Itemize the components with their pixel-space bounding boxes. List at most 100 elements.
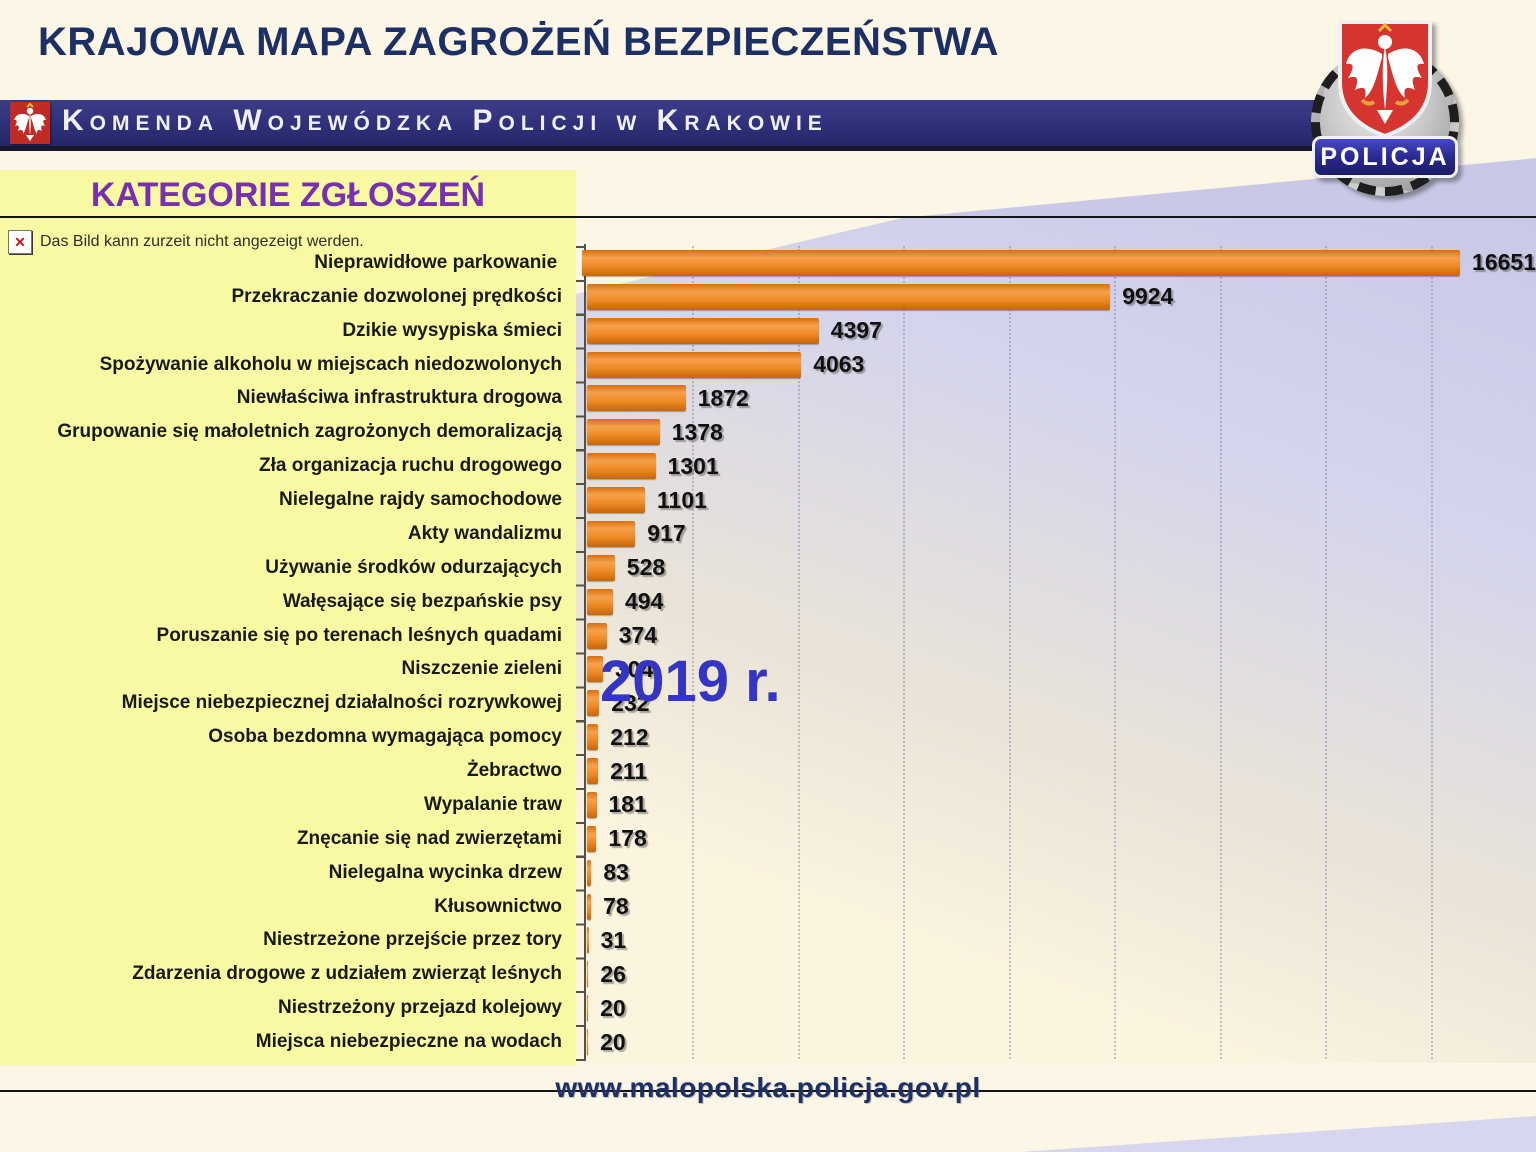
- bar-zone: 83: [587, 859, 629, 886]
- page-title: KRAJOWA MAPA ZAGROŻEŃ BEZPIECZEŃSTWA: [38, 20, 999, 64]
- axis-line: [584, 244, 586, 1061]
- chart-row: Nielegalne rajdy samochodowe 1101: [0, 483, 1536, 517]
- value-label: 1301: [667, 452, 719, 479]
- badge-eagle-shield-icon: [1334, 18, 1436, 140]
- broken-image-text: Das Bild kann zurzeit nicht angezeigt we…: [40, 233, 364, 250]
- value-label: 78: [603, 893, 629, 920]
- bar: [587, 961, 589, 988]
- bar: [587, 385, 686, 412]
- category-label: Przekraczanie dozwolonej prędkości: [231, 285, 563, 307]
- heading-underline: [0, 216, 1536, 218]
- gridline: [1219, 246, 1222, 1059]
- gridline: [903, 246, 906, 1059]
- bar: [587, 351, 802, 378]
- value-label: 83: [603, 859, 629, 886]
- chart-row: Niszczenie zieleni 304: [0, 653, 1536, 687]
- chart-row: Niestrzeżony przejazd kolejowy 20: [0, 991, 1536, 1025]
- year-overlay: 2019 r.: [600, 649, 781, 714]
- category-label: Nielegalne rajdy samochodowe: [279, 489, 562, 511]
- bar: [587, 317, 819, 344]
- bar-zone: 31: [587, 927, 626, 954]
- category-label: Niestrzeżone przejście przez tory: [263, 929, 562, 951]
- chart-gridlines: [587, 246, 1536, 1059]
- bar: [587, 758, 599, 785]
- value-label: 1872: [697, 384, 749, 411]
- bar: [587, 487, 645, 514]
- chart-row: Znęcanie się nad zwierzętami 178: [0, 822, 1536, 856]
- chart-row: Niestrzeżone przejście przez tory 31: [0, 924, 1536, 958]
- bar: [587, 825, 597, 852]
- bar: [587, 283, 1111, 310]
- category-label: Akty wandalizmu: [407, 522, 562, 544]
- broken-image-icon: ✕: [8, 230, 32, 254]
- category-label: Poruszanie się po terenach leśnych quada…: [156, 624, 562, 646]
- header-banner: Komenda Wojewódzka Policji w Krakowie: [0, 100, 1442, 151]
- value-label: 26: [600, 960, 626, 987]
- bar: [587, 656, 603, 683]
- category-label: Niewłaściwa infrastruktura drogowa: [236, 387, 562, 409]
- bar-zone: 181: [587, 791, 647, 818]
- category-label: Dzikie wysypiska śmieci: [342, 319, 562, 341]
- bar-zone: 20: [587, 995, 626, 1022]
- value-label: 494: [625, 588, 664, 615]
- banner-title: Komenda Wojewódzka Policji w Krakowie: [62, 104, 828, 137]
- value-label: 212: [610, 723, 649, 750]
- footer-url: www.malopolska.policja.gov.pl: [555, 1072, 981, 1103]
- chart-row: Używanie środków odurzających 528: [0, 551, 1536, 585]
- value-label: 9924: [1122, 283, 1174, 310]
- bar: [587, 690, 600, 717]
- chart-row: Żebractwo 211: [0, 754, 1536, 788]
- bar: [587, 724, 599, 751]
- bar-zone: 4397: [587, 317, 882, 344]
- gridline: [1325, 246, 1328, 1059]
- bar-zone: 78: [587, 893, 629, 920]
- gridline: [1114, 246, 1117, 1059]
- category-label: Osoba bezdomna wymagająca pomocy: [208, 726, 562, 748]
- bar-zone: 9924: [587, 283, 1173, 310]
- chart-row: Poruszanie się po terenach leśnych quada…: [0, 619, 1536, 653]
- chart-row: Akty wandalizmu 917: [0, 517, 1536, 551]
- value-label: 1378: [671, 418, 723, 445]
- chart-row: Zdarzenia drogowe z udziałem zwierząt le…: [0, 957, 1536, 991]
- category-label: Grupowanie się małoletnich zagrożonych d…: [57, 421, 562, 443]
- footer-line: [0, 1090, 1536, 1092]
- gridline: [1008, 246, 1011, 1059]
- category-label: Nieprawidłowe parkowanie: [314, 251, 558, 273]
- bar-zone: 1872: [587, 385, 749, 412]
- chart-row: Wałęsające się bezpańskie psy 494: [0, 585, 1536, 619]
- chart-row: Niewłaściwa infrastruktura drogowa 1872: [0, 382, 1536, 416]
- value-label: 20: [600, 1028, 626, 1055]
- chart-row: Miejsce niebezpiecznej działalności rozr…: [0, 686, 1536, 720]
- value-label: 528: [626, 554, 666, 581]
- chart-row: Osoba bezdomna wymagająca pomocy 212: [0, 720, 1536, 754]
- bar: [587, 859, 592, 886]
- bar-zone: 232: [587, 690, 650, 717]
- bar: [587, 453, 656, 480]
- category-label: Żebractwo: [466, 760, 562, 782]
- gridline: [692, 246, 695, 1059]
- bar-zone: 212: [587, 724, 649, 751]
- value-label: 16651: [1472, 249, 1536, 276]
- bar-zone: 26: [587, 961, 626, 988]
- category-label: Niszczenie zieleni: [401, 658, 562, 680]
- value-label: 181: [608, 791, 647, 818]
- chart-row: Miejsca niebezpieczne na wodach 20: [0, 1025, 1536, 1059]
- bar: [587, 927, 589, 954]
- bar-zone: 178: [587, 825, 647, 852]
- category-label: Zła organizacja ruchu drogowego: [259, 455, 562, 477]
- value-label: 4063: [813, 351, 865, 378]
- category-label: Znęcanie się nad zwierzętami: [296, 827, 562, 849]
- category-label: Niestrzeżony przejazd kolejowy: [277, 997, 562, 1019]
- bar: [587, 995, 589, 1022]
- chart-row: Wypalanie traw 181: [0, 788, 1536, 822]
- bar: [587, 893, 592, 920]
- category-label: Nielegalna wycinka drzew: [328, 861, 562, 883]
- polish-eagle-icon: [10, 102, 50, 144]
- bar-zone: 528: [587, 554, 665, 581]
- category-label: Zdarzenia drogowe z udziałem zwierząt le…: [132, 963, 562, 985]
- value-label: 4397: [830, 317, 882, 344]
- value-label: 31: [600, 926, 627, 953]
- value-label: 917: [647, 520, 686, 547]
- bar: [587, 419, 660, 446]
